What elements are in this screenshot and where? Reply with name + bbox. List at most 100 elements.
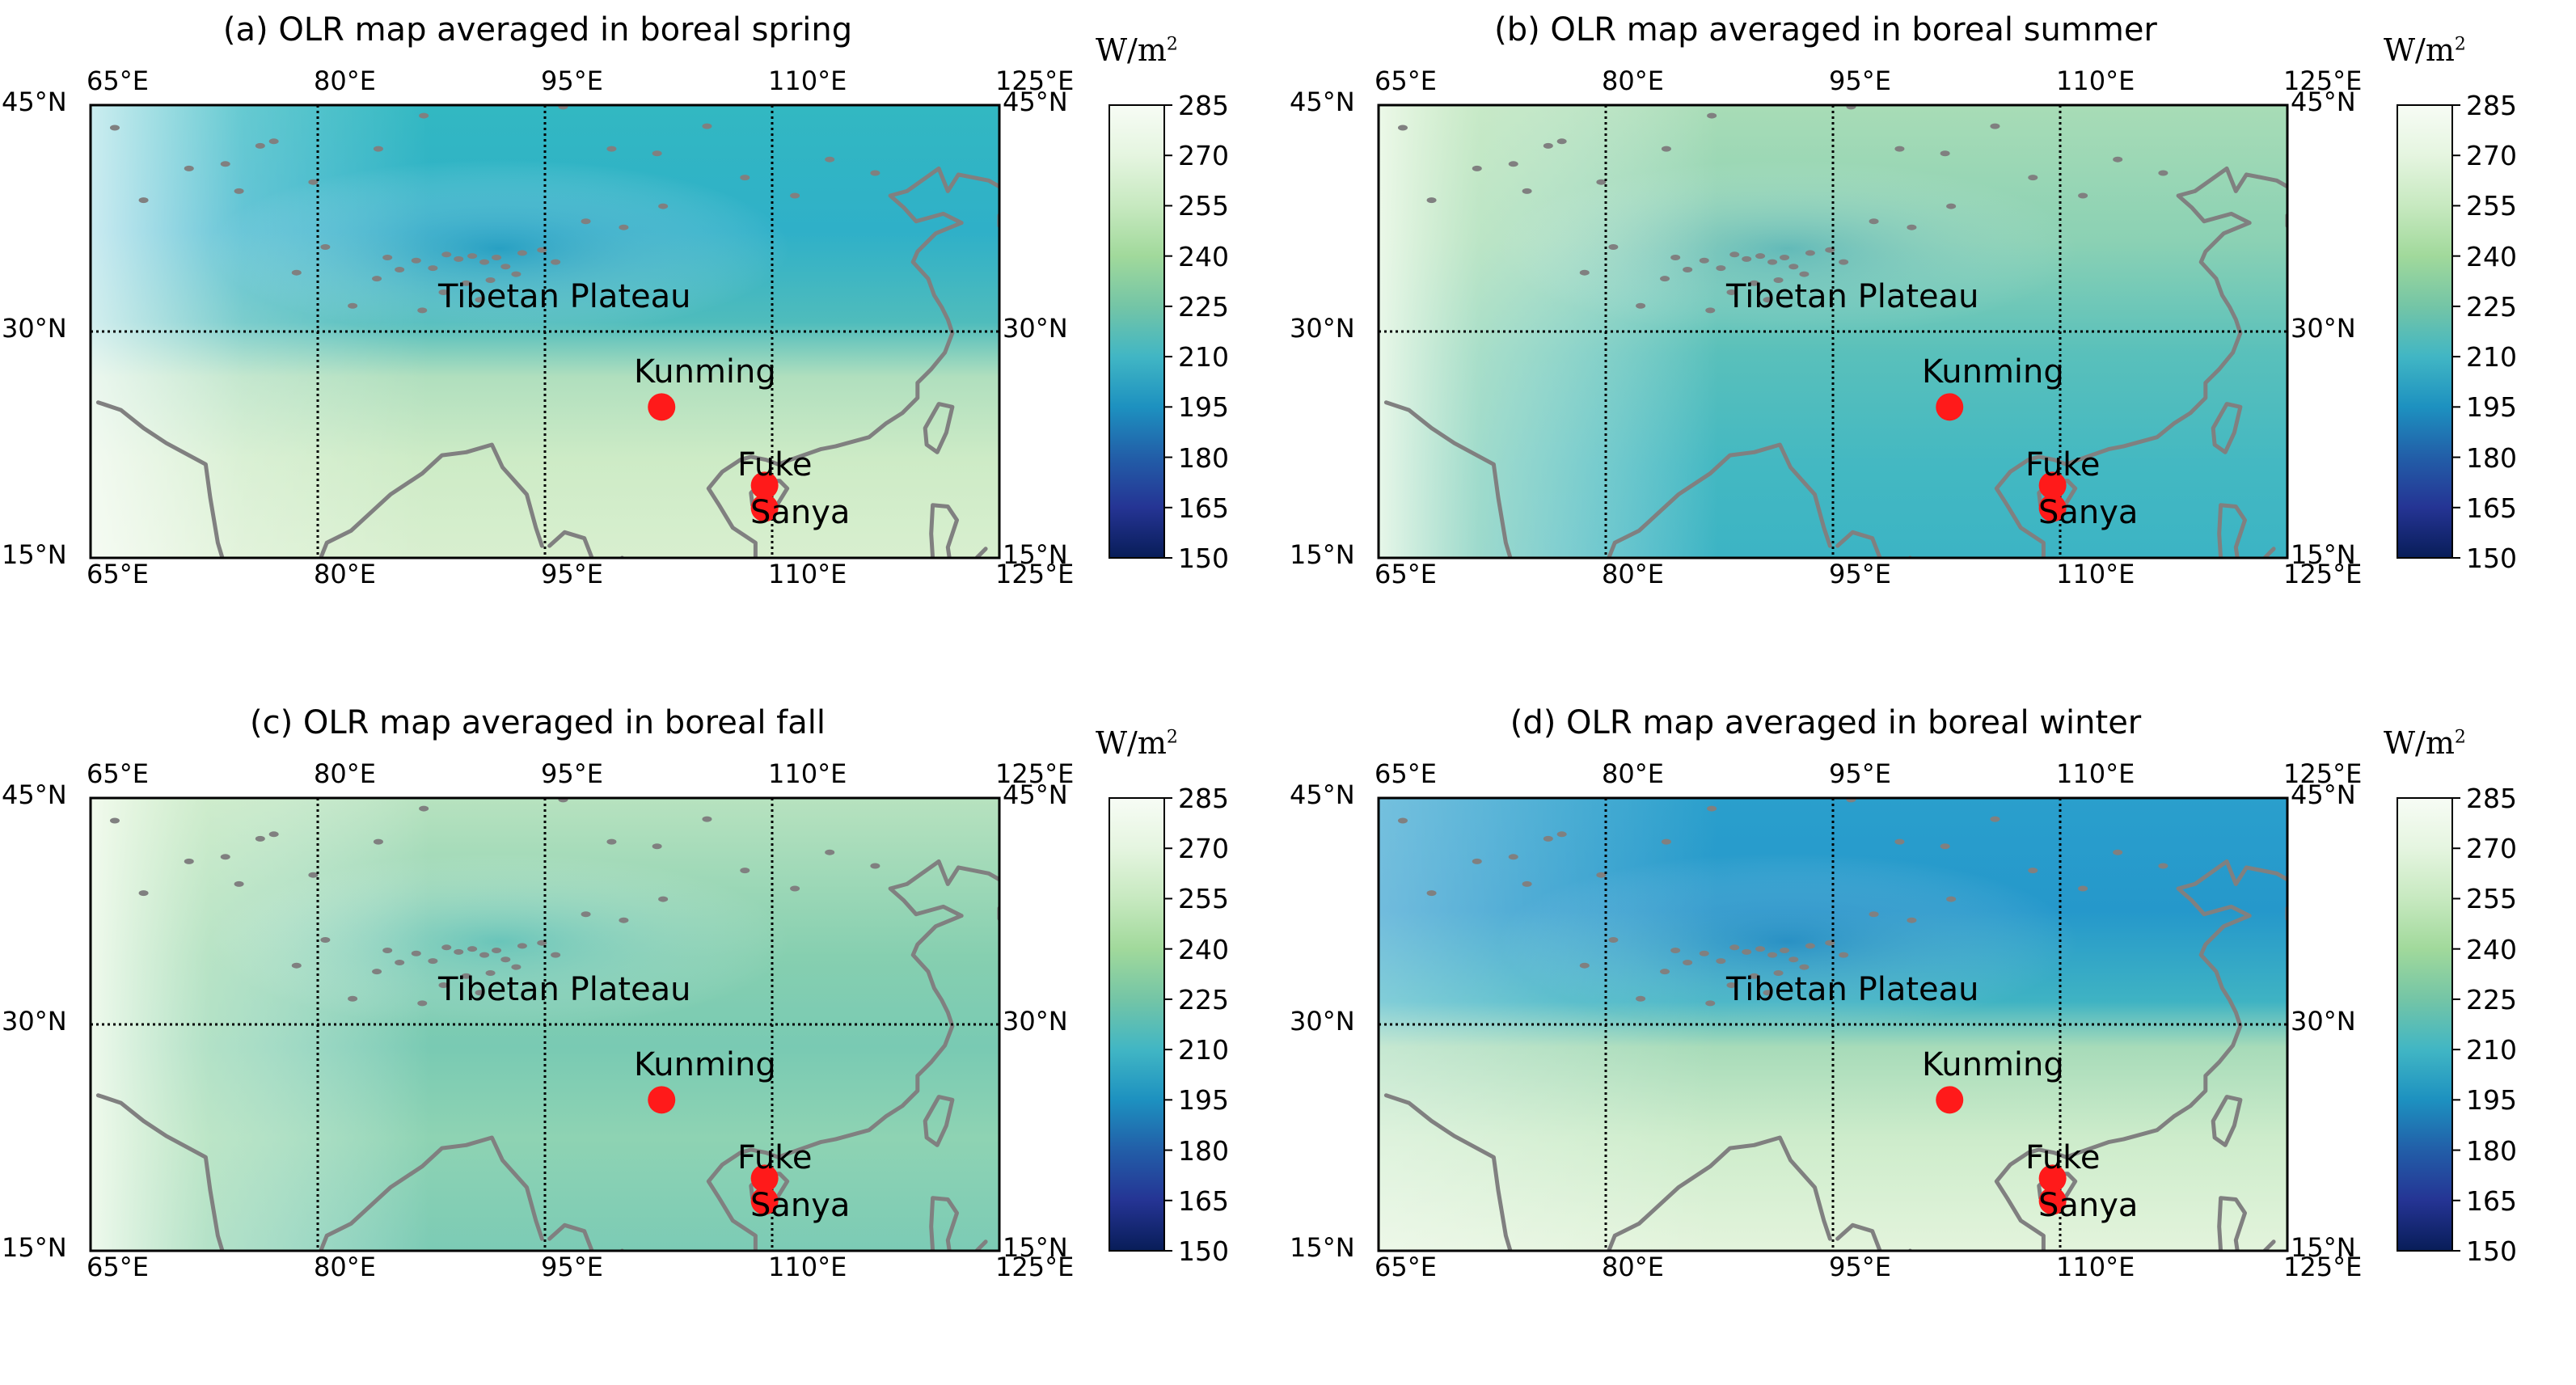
lat-label-left: 45°N (1290, 779, 1355, 810)
lake (740, 175, 750, 181)
lake (825, 849, 835, 855)
lake (652, 843, 662, 850)
lake (1683, 266, 1693, 272)
lake (606, 146, 617, 152)
colorbar-tick-label: 180 (1178, 1134, 1229, 1167)
colorbar-tick-label: 255 (1178, 190, 1229, 222)
lat-label-right: 30°N (1003, 1006, 1068, 1037)
lake (1940, 843, 1950, 850)
lake (441, 944, 452, 951)
lake (1660, 276, 1670, 282)
lake (428, 958, 438, 965)
lake (1805, 250, 1815, 256)
coastline (706, 859, 999, 1251)
lake (1543, 142, 1553, 149)
unit-base: W/m (2384, 32, 2455, 68)
lake (1805, 943, 1815, 949)
lake (268, 138, 279, 145)
lake (2078, 885, 2088, 892)
lake (790, 885, 800, 892)
lake (1661, 838, 1671, 845)
label-tibetan-plateau: Tibetan Plateau (1726, 278, 1979, 315)
panel-summer: (b) OLR map averaged in boreal summer 28… (1288, 0, 2576, 692)
lake (517, 250, 527, 256)
colorbar-tick-label: 180 (2466, 1134, 2517, 1167)
lake (652, 150, 662, 157)
lon-label-bottom: 95°E (541, 1252, 603, 1282)
coastline (2262, 547, 2276, 558)
colorbar (1109, 104, 1165, 559)
colorbar-tick-label: 165 (1178, 492, 1229, 524)
label-tibetan-plateau: Tibetan Plateau (438, 278, 691, 315)
colorbar-tick-label: 150 (1178, 543, 1229, 574)
lon-label-top: 65°E (87, 758, 149, 789)
lon-label-bottom: 80°E (314, 1252, 376, 1282)
map-canvas (1377, 103, 2460, 559)
unit-exponent: 2 (1166, 727, 1178, 748)
coastlines (1383, 166, 2287, 558)
lake (1508, 854, 1518, 860)
lake (825, 156, 835, 163)
lake (395, 266, 405, 272)
panel-title: (a) OLR map averaged in boreal spring (222, 11, 853, 49)
lake (454, 948, 464, 955)
marker-kunming (648, 1086, 676, 1114)
lake (1472, 165, 1482, 171)
lake (138, 890, 149, 897)
lake (1773, 277, 1784, 284)
lon-label-top: 95°E (1829, 65, 1891, 96)
lake (479, 952, 490, 958)
gridlines (1379, 105, 2287, 558)
lake (1946, 896, 1957, 902)
coastline (1383, 1093, 1513, 1251)
panel-title: (d) OLR map averaged in boreal winter (1510, 704, 2142, 741)
lake (382, 255, 393, 261)
lake (255, 835, 265, 842)
lake (1670, 255, 1681, 261)
label-tibetan-plateau: Tibetan Plateau (438, 971, 691, 1008)
coastline (95, 400, 225, 558)
colorbar-tick-label: 195 (1178, 1084, 1229, 1117)
colorbar-tick-label: 255 (2466, 883, 2517, 915)
colorbar-unit: W/m2 (2384, 725, 2466, 761)
coastline (929, 1196, 959, 1251)
lon-label-top: 80°E (1602, 758, 1664, 789)
lake (1763, 990, 1773, 996)
lake (1788, 264, 1799, 270)
colorbar (2397, 797, 2453, 1252)
lake (1556, 138, 1567, 145)
colorbar-tick-label: 225 (2466, 983, 2517, 1016)
colorbar-tick-label: 210 (2466, 341, 2517, 374)
lat-label-right: 15°N (1003, 539, 1068, 570)
lake (1869, 218, 1879, 225)
lake (475, 297, 485, 303)
gridlines (91, 105, 999, 558)
lake (109, 125, 120, 131)
marker-fuke (750, 471, 779, 500)
lake (790, 192, 800, 199)
lon-label-top: 95°E (1829, 758, 1891, 789)
lake (1596, 872, 1607, 878)
colorbar-tick-label: 240 (2466, 240, 2517, 272)
colorbar-tick-label: 195 (1178, 391, 1229, 424)
lake (1397, 125, 1408, 131)
label-sanya: Sanya (2038, 494, 2139, 531)
lake (1749, 973, 1759, 979)
inland-lakes (1397, 105, 2168, 314)
marker-sanya (2038, 494, 2067, 522)
lake (1556, 831, 1567, 838)
lon-label-top: 110°E (768, 758, 847, 789)
label-fuke: Fuke (737, 446, 813, 483)
lon-label-top: 65°E (1375, 758, 1437, 789)
marker-sanya (2038, 1187, 2067, 1215)
lon-label-top: 80°E (314, 65, 376, 96)
inland-lakes (109, 105, 880, 314)
lake (348, 302, 358, 309)
lake (870, 863, 880, 869)
lake (1990, 816, 2000, 822)
lon-label-bottom: 110°E (2056, 1252, 2135, 1282)
lake (551, 952, 561, 958)
unit-base: W/m (1096, 32, 1167, 68)
lake (511, 964, 522, 970)
lake (1907, 917, 1917, 923)
